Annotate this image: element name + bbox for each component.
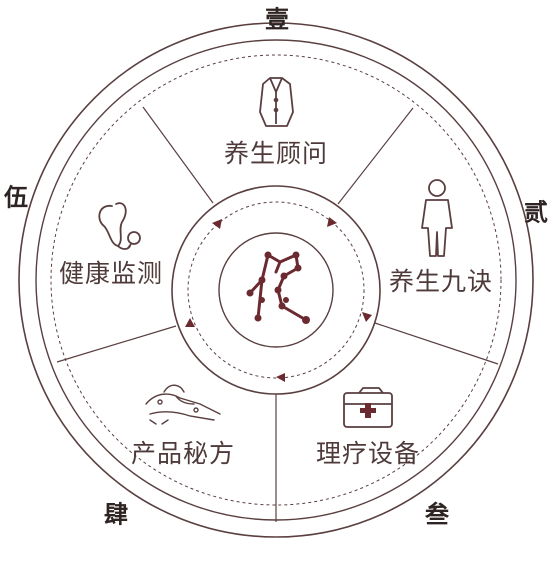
outer-ring xyxy=(18,22,534,538)
hands-massage-icon xyxy=(145,384,221,425)
segment-label-consultant: 养生顾问 xyxy=(223,139,329,168)
segment-dividers xyxy=(56,106,499,522)
segment-label-products: 产品秘方 xyxy=(130,439,236,468)
corner-mark-5: 伍 xyxy=(4,182,28,212)
segment-label-equipment: 理疗设备 xyxy=(315,439,421,468)
medical-kit-icon xyxy=(343,387,393,428)
corner-mark-2: 贰 xyxy=(524,197,548,227)
meridian-figure-icon xyxy=(246,251,310,324)
outer-dashed-ring xyxy=(50,54,502,506)
rotation-arrows xyxy=(185,217,372,382)
corner-mark-4: 肆 xyxy=(104,499,128,529)
segment-label-nine-secrets: 养生九诀 xyxy=(388,267,494,296)
coat-icon xyxy=(259,77,294,127)
hub-dashed xyxy=(187,201,365,379)
corner-mark-3: 叁 xyxy=(425,499,449,529)
person-icon xyxy=(421,179,453,257)
corner-mark-1: 壹 xyxy=(265,4,289,34)
segment-label-monitoring: 健康监测 xyxy=(58,259,164,288)
stethoscope-icon xyxy=(98,202,141,250)
